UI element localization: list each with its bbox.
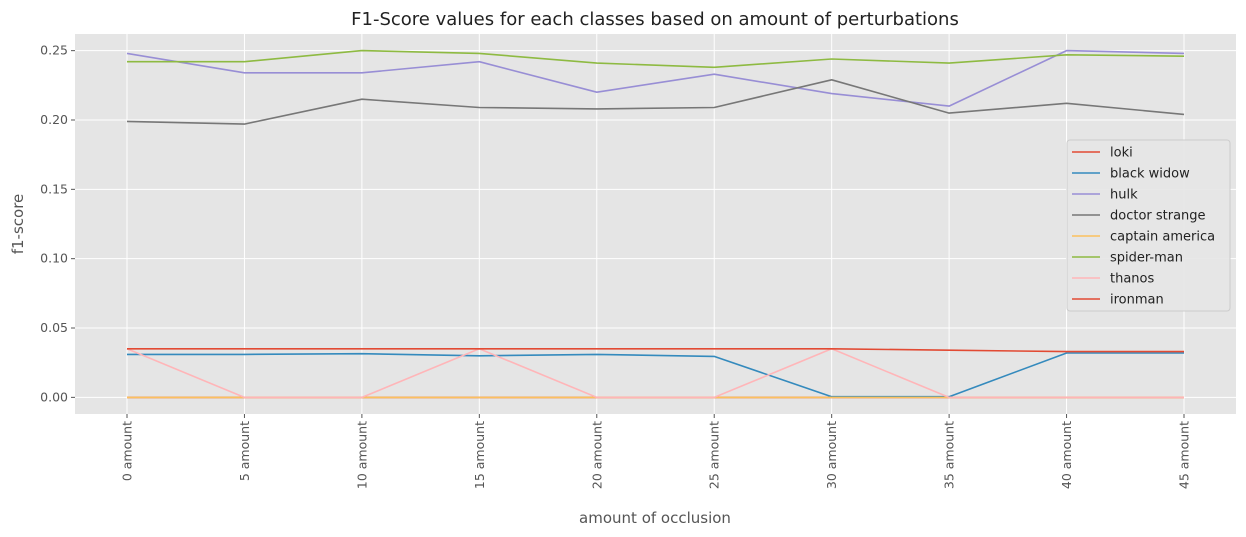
legend-entry: doctor strange — [1110, 209, 1206, 224]
y-tick-label: 0.10 — [40, 251, 68, 266]
y-axis-label: f1-score — [9, 194, 27, 255]
x-tick-label: 20 amount — [589, 421, 604, 489]
y-tick-label: 0.00 — [40, 389, 68, 404]
legend-box — [1066, 139, 1231, 312]
legend-entry: loki — [1110, 146, 1133, 161]
x-tick-label: 25 amount — [707, 421, 722, 489]
y-axis-ticks: 0.00 0.05 0.10 0.15 0.20 0.25 — [40, 43, 75, 404]
y-tick-label: 0.05 — [40, 320, 68, 335]
legend-entry: black widow — [1110, 167, 1190, 182]
legend-entry: hulk — [1110, 188, 1138, 203]
x-tick-label: 40 amount — [1059, 421, 1074, 489]
x-axis-ticks: 0 amount 5 amount 10 amount 15 amount 20 amo… — [120, 414, 1192, 489]
chart-title: F1-Score values for each classes based o… — [351, 9, 959, 30]
series-line-spider-man — [127, 49, 1185, 69]
y-tick-label: 0.20 — [40, 112, 68, 127]
series-lines — [126, 49, 1185, 399]
series-line-hulk — [126, 49, 1185, 107]
x-tick-label: 45 amount — [1177, 421, 1192, 489]
legend: loki black widow hulk doctor strange captain… — [1066, 139, 1231, 312]
legend-entry: thanos — [1110, 272, 1154, 287]
plot-area — [75, 34, 1236, 414]
x-axis-label: amount of occlusion — [579, 509, 731, 527]
x-tick-label: 15 amount — [472, 421, 487, 489]
legend-entry: captain america — [1110, 230, 1215, 245]
y-tick-label: 0.15 — [40, 181, 68, 196]
x-tick-label: 35 amount — [942, 421, 957, 489]
x-tick-label: 10 amount — [354, 421, 369, 489]
x-tick-label: 0 amount — [120, 421, 135, 481]
series-line-black-widow — [127, 352, 1184, 398]
legend-entry: ironman — [1110, 293, 1164, 308]
series-line-thanos — [126, 347, 1184, 399]
x-tick-label: 30 amount — [824, 421, 839, 489]
series-line-ironman — [127, 347, 1184, 353]
series-line-doctor-strange — [126, 79, 1185, 125]
legend-entry: spider-man — [1110, 251, 1183, 266]
x-tick-label: 5 amount — [237, 421, 252, 481]
y-tick-label: 0.25 — [40, 43, 68, 58]
